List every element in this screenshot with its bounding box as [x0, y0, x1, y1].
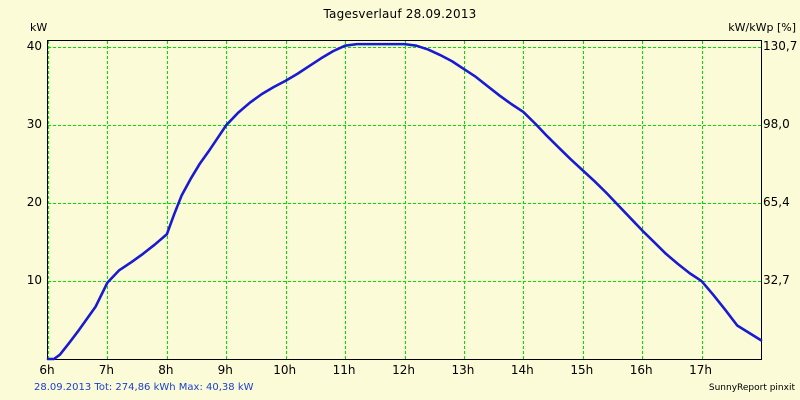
gridline-v-7h: [107, 41, 109, 359]
gridline-v-11h: [345, 41, 347, 359]
y-tick-left-20: 20: [26, 195, 42, 210]
gridline-v-8h: [166, 41, 168, 359]
x-tick-8h: 8h: [158, 363, 174, 377]
gridline-h-10: [48, 281, 761, 283]
gridline-v-13h: [463, 41, 465, 359]
y-tick-right-32,7: 32,7: [763, 272, 790, 287]
x-tick-16h: 16h: [629, 363, 653, 377]
x-tick-12h: 12h: [392, 363, 415, 377]
y-tick-left-10: 10: [26, 273, 42, 288]
gridline-h-40: [48, 47, 761, 49]
footer-credit: SunnyReport pinxit: [708, 383, 795, 393]
x-tick-17h: 17h: [689, 363, 713, 377]
gridline-h-20: [48, 203, 761, 205]
y-tick-left-40: 40: [26, 39, 42, 54]
left-axis-unit-label: kW: [30, 21, 48, 34]
y-tick-right-65,4: 65,4: [763, 194, 790, 209]
gridline-v-15h: [582, 41, 584, 359]
y-tick-right-98,0: 98,0: [763, 117, 790, 132]
gridline-v-17h: [701, 41, 703, 359]
right-axis-unit-label: kW/kWp [%]: [728, 21, 796, 34]
gridline-h-30: [48, 125, 761, 127]
x-tick-6h: 6h: [39, 363, 55, 377]
plot-inner: [46, 41, 763, 361]
chart-title: Tagesverlauf 28.09.2013: [323, 7, 477, 21]
x-tick-14h: 14h: [510, 363, 534, 377]
y-tick-left-30: 30: [26, 117, 42, 132]
y-tick-right-130,7: 130,7: [763, 39, 798, 54]
x-tick-15h: 15h: [570, 363, 594, 377]
x-tick-10h: 10h: [273, 363, 297, 377]
gridline-v-10h: [285, 41, 287, 359]
x-tick-11h: 11h: [332, 363, 356, 377]
x-tick-7h: 7h: [98, 363, 115, 377]
footer-summary: 28.09.2013 Tot: 274,86 kWh Max: 40,38 kW: [34, 382, 254, 393]
gridline-v-14h: [523, 41, 525, 359]
gridline-v-12h: [404, 41, 406, 359]
gridline-v-16h: [642, 41, 644, 359]
x-tick-13h: 13h: [451, 363, 475, 377]
gridline-v-9h: [226, 41, 228, 359]
gridline-v-6h: [48, 41, 49, 359]
plot-area: [46, 40, 763, 361]
series-line-leistung: [46, 42, 763, 361]
x-tick-9h: 9h: [217, 363, 233, 377]
